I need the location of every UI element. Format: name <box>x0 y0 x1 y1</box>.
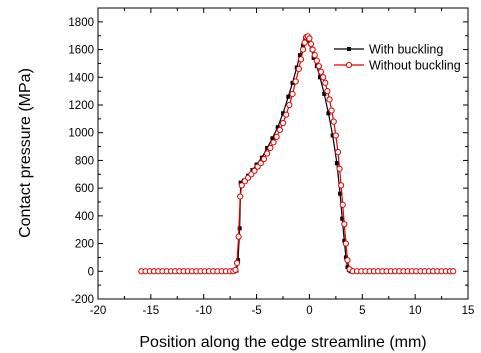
data-point <box>344 257 351 264</box>
data-point <box>313 57 320 64</box>
data-point <box>322 91 327 96</box>
data-point <box>286 94 291 99</box>
y-tick-label: 1400 <box>68 72 94 84</box>
x-tick-label: -20 <box>90 305 107 317</box>
data-point <box>283 111 290 118</box>
data-point <box>334 149 342 156</box>
y-axis-title: Contact pressure (MPa) <box>17 68 34 238</box>
data-point <box>292 78 299 85</box>
data-point <box>276 126 283 134</box>
data-point <box>315 63 323 70</box>
data-point <box>301 43 306 48</box>
data-point <box>233 259 241 267</box>
y-tick-label: 800 <box>75 155 94 167</box>
data-point <box>275 125 280 130</box>
data-point <box>336 165 343 172</box>
data-point <box>297 56 305 63</box>
data-point <box>232 266 239 273</box>
data-point <box>306 35 313 42</box>
data-point <box>340 216 345 221</box>
legend-label: Without buckling <box>369 59 461 73</box>
x-tick-label: -5 <box>251 305 261 317</box>
data-point <box>281 111 285 116</box>
data-point <box>342 240 349 247</box>
data-point <box>326 96 333 103</box>
x-axis-title: Position along the edge streamline (mm) <box>139 334 426 351</box>
legend-entry: Without buckling <box>334 59 461 73</box>
data-point <box>235 233 242 240</box>
data-point <box>342 238 347 243</box>
x-tick-label: -15 <box>143 305 160 317</box>
y-tick-label: 1200 <box>68 100 94 112</box>
data-point <box>332 132 339 139</box>
data-point <box>328 107 335 114</box>
data-point <box>338 191 343 196</box>
y-tick-label: 400 <box>75 211 94 223</box>
data-point <box>257 160 264 167</box>
data-point <box>286 101 293 109</box>
data-point <box>338 182 345 189</box>
y-tick-label: -200 <box>71 294 94 306</box>
data-point <box>295 65 302 73</box>
legend-marker <box>345 61 353 69</box>
x-tick-label: -10 <box>195 305 212 317</box>
y-tick-label: 1800 <box>68 17 94 29</box>
y-tick-label: 1000 <box>68 128 94 140</box>
y-tick-label: 1600 <box>68 45 94 57</box>
data-point <box>301 39 308 46</box>
data-point <box>297 53 302 58</box>
data-point <box>289 90 296 98</box>
data-point <box>273 133 280 140</box>
x-tick-label: 0 <box>306 305 312 317</box>
data-point <box>237 226 242 231</box>
data-point <box>309 46 316 53</box>
data-point <box>311 52 318 59</box>
x-tick-label: 5 <box>359 305 365 317</box>
data-point <box>251 167 258 174</box>
data-point <box>326 111 331 116</box>
data-point <box>270 136 275 141</box>
data-point <box>320 74 327 81</box>
legend-label: With buckling <box>369 43 443 57</box>
data-point <box>341 221 348 228</box>
data-point <box>265 145 270 150</box>
data-point <box>238 182 245 189</box>
data-point <box>339 201 346 208</box>
data-point <box>237 193 244 200</box>
data-point <box>318 75 322 80</box>
y-tick-label: 0 <box>88 266 94 278</box>
data-point <box>279 119 287 127</box>
series-layer <box>138 33 457 275</box>
data-point <box>317 68 325 75</box>
legend-marker <box>347 47 351 51</box>
x-tick-label: 15 <box>462 305 475 317</box>
series-without-buckling <box>138 33 457 275</box>
axis-ticks: -20 -15 -10 -5 0 5 10 15 -200 0 200 400 600 800 1000 12… <box>68 8 474 317</box>
data-point <box>290 80 295 85</box>
data-point <box>330 118 337 125</box>
y-tick-label: 200 <box>75 239 94 251</box>
data-point <box>324 88 331 95</box>
x-tick-label: 10 <box>409 305 422 317</box>
data-point <box>260 155 268 163</box>
data-point <box>334 161 339 166</box>
data-point <box>264 150 271 157</box>
data-point <box>299 46 307 53</box>
data-point <box>330 133 335 138</box>
legend-entry: With buckling <box>334 43 443 57</box>
data-point <box>267 144 274 152</box>
data-point <box>343 255 348 260</box>
legend: With buckling Without buckling <box>334 43 461 73</box>
data-point <box>322 79 329 86</box>
y-tick-label: 600 <box>75 183 94 195</box>
data-point <box>270 139 277 146</box>
data-point <box>307 40 315 48</box>
data-point <box>450 268 457 275</box>
